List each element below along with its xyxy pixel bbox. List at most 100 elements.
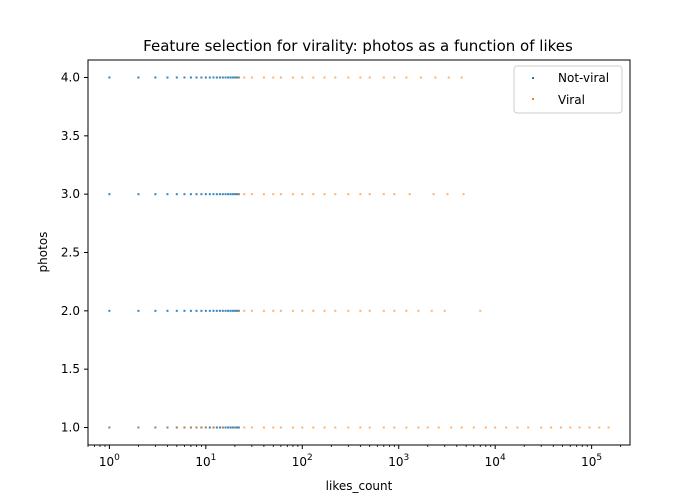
data-point	[291, 76, 294, 79]
data-point	[154, 426, 157, 429]
data-point	[215, 76, 218, 79]
data-point	[221, 193, 224, 196]
data-point	[200, 193, 203, 196]
data-point	[233, 426, 236, 429]
data-point	[208, 193, 211, 196]
data-point	[312, 193, 315, 196]
data-point	[212, 193, 215, 196]
plot-area	[88, 60, 630, 445]
data-point	[243, 76, 246, 79]
data-point	[218, 193, 221, 196]
data-point	[215, 193, 218, 196]
data-point	[479, 309, 482, 312]
data-point	[382, 76, 385, 79]
data-point	[235, 193, 238, 196]
data-point	[484, 426, 487, 429]
data-point	[137, 76, 140, 79]
data-point	[108, 193, 111, 196]
data-point	[301, 193, 304, 196]
data-point	[189, 193, 192, 196]
y-tick-label: 1.0	[61, 421, 80, 435]
data-point	[218, 76, 221, 79]
data-point	[243, 193, 246, 196]
data-point	[189, 309, 192, 312]
data-point	[272, 309, 275, 312]
data-point	[359, 193, 362, 196]
data-point	[312, 76, 315, 79]
data-point	[559, 426, 562, 429]
data-point	[231, 193, 234, 196]
data-point	[540, 426, 543, 429]
data-point	[450, 426, 453, 429]
data-point	[405, 426, 408, 429]
y-tick-label: 2.5	[61, 246, 80, 260]
data-point	[250, 309, 253, 312]
data-point	[323, 193, 326, 196]
data-point	[183, 309, 186, 312]
data-point	[231, 76, 234, 79]
data-point	[154, 193, 157, 196]
data-point	[166, 309, 169, 312]
data-point	[237, 309, 240, 312]
data-point	[204, 426, 207, 429]
data-point	[229, 193, 232, 196]
data-point	[279, 193, 282, 196]
data-point	[405, 76, 408, 79]
legend-label-not-viral: Not-viral	[558, 71, 609, 85]
data-point	[221, 426, 224, 429]
plot-frame	[87, 59, 631, 446]
data-point	[382, 309, 385, 312]
legend-marker-viral	[532, 98, 534, 100]
data-point	[195, 193, 198, 196]
data-point	[233, 309, 236, 312]
y-tick-label: 3.5	[61, 129, 80, 143]
data-point	[405, 309, 408, 312]
data-point	[166, 193, 169, 196]
data-point	[472, 426, 475, 429]
data-point	[588, 426, 591, 429]
data-point	[494, 426, 497, 429]
data-point	[212, 426, 215, 429]
data-point	[359, 309, 362, 312]
x-tick-label: 105	[581, 453, 602, 469]
data-point	[393, 309, 396, 312]
data-point	[408, 193, 411, 196]
x-tick-label: 102	[292, 453, 313, 469]
data-point	[516, 426, 519, 429]
data-point	[347, 193, 350, 196]
data-point	[569, 426, 572, 429]
data-point	[430, 309, 433, 312]
legend-label-viral: Viral	[558, 93, 585, 107]
data-point	[447, 76, 450, 79]
data-point	[527, 426, 530, 429]
data-point	[175, 76, 178, 79]
data-point	[460, 76, 463, 79]
chart-title: Feature selection for virality: photos a…	[143, 37, 573, 55]
data-point	[224, 193, 227, 196]
data-point	[200, 309, 203, 312]
data-point	[262, 193, 265, 196]
legend-box	[513, 65, 623, 114]
points-layer	[108, 76, 610, 429]
data-point	[233, 193, 236, 196]
data-point	[262, 309, 265, 312]
data-point	[417, 309, 420, 312]
x-tick-label: 104	[485, 453, 506, 469]
data-point	[323, 426, 326, 429]
data-point	[301, 309, 304, 312]
y-tick-label: 1.5	[61, 362, 80, 376]
data-point	[462, 193, 465, 196]
data-point	[598, 426, 601, 429]
data-point	[443, 309, 446, 312]
legend: Not-viral Viral	[513, 65, 623, 114]
data-point	[446, 193, 449, 196]
data-point	[137, 193, 140, 196]
data-point	[432, 193, 435, 196]
data-point	[607, 426, 610, 429]
data-point	[195, 309, 198, 312]
y-tick-label: 3.0	[61, 187, 80, 201]
data-point	[154, 76, 157, 79]
data-point	[382, 426, 385, 429]
data-point	[229, 426, 232, 429]
